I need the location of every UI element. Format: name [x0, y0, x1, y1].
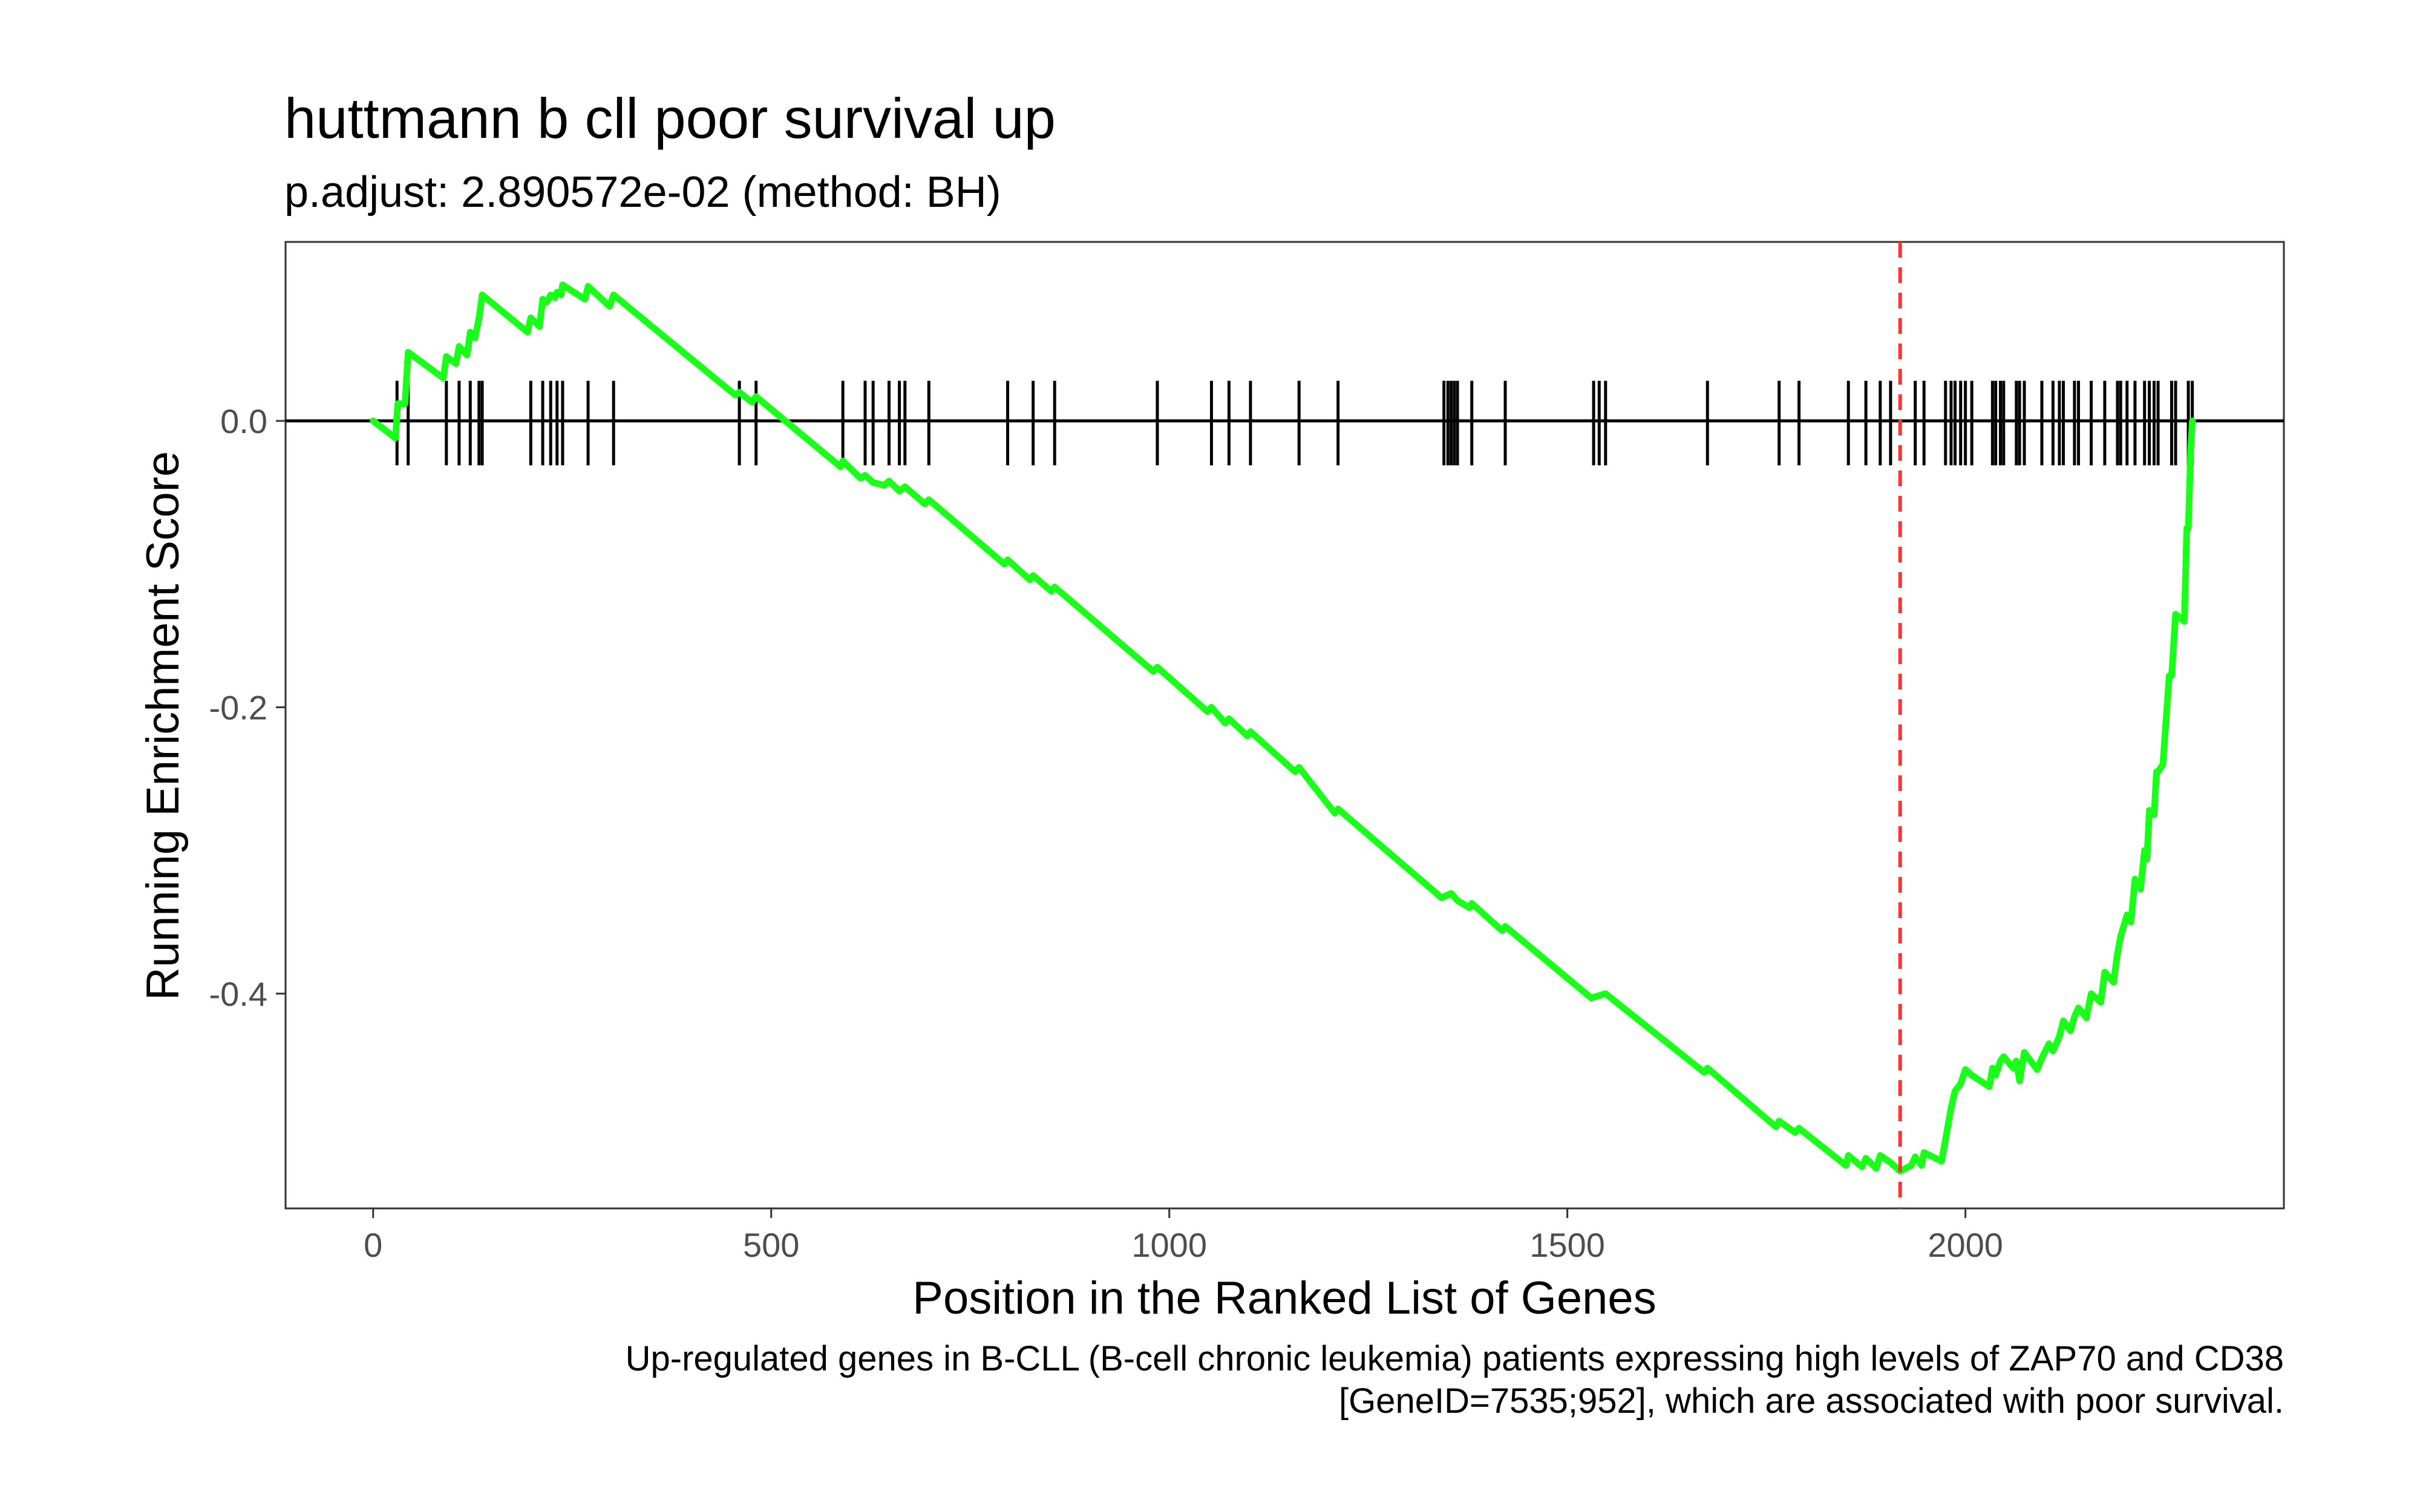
caption-line-1: Up-regulated genes in B-CLL (B-cell chro… — [626, 1339, 2284, 1378]
chart-title: huttmann b cll poor survival up — [284, 86, 1056, 150]
y-tick-label-2: -0.4 — [209, 975, 268, 1013]
y-axis-title: Running Enrichment Score — [137, 451, 189, 1000]
plot-panel — [284, 241, 2285, 1210]
enrichment-score-line — [370, 281, 2196, 1175]
chart-subtitle: p.adjust: 2.890572e-02 (method: BH) — [284, 168, 1001, 217]
caption-line-2: [GeneID=7535;952], which are associated … — [1339, 1381, 2284, 1421]
panel-border — [284, 241, 2285, 1210]
x-tick-label-500: 500 — [743, 1226, 799, 1264]
y-tick-label-0: 0.0 — [220, 402, 267, 440]
x-tick-label-2000: 2000 — [1928, 1226, 2003, 1264]
gene-hit-ticks — [395, 380, 2194, 466]
x-axis: 0 500 1000 1500 2000 — [364, 1208, 2003, 1264]
x-tick-label-0: 0 — [364, 1226, 382, 1264]
enrichment-curve — [370, 281, 2196, 1175]
x-axis-title: Position in the Ranked List of Genes — [912, 1272, 1656, 1324]
x-tick-label-1000: 1000 — [1131, 1226, 1207, 1264]
y-axis: 0.0 -0.2 -0.4 — [209, 402, 286, 1013]
y-tick-label-1: -0.2 — [209, 688, 268, 726]
x-tick-label-1500: 1500 — [1529, 1226, 1605, 1264]
